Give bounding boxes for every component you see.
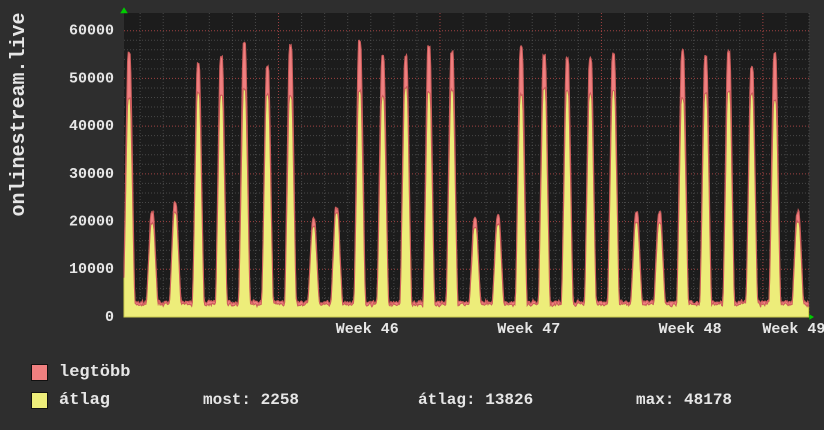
svg-text:60000: 60000 (69, 23, 114, 40)
svg-text:40000: 40000 (69, 118, 114, 135)
svg-text:Week 49: Week 49 (762, 321, 824, 338)
svg-text:20000: 20000 (69, 214, 114, 231)
svg-text:10000: 10000 (69, 261, 114, 278)
svg-text:Week 46: Week 46 (336, 321, 399, 338)
svg-text:30000: 30000 (69, 166, 114, 183)
svg-text:0: 0 (105, 309, 114, 326)
svg-text:50000: 50000 (69, 70, 114, 87)
svg-text:Week 48: Week 48 (659, 321, 722, 338)
svg-text:Week 47: Week 47 (497, 321, 560, 338)
